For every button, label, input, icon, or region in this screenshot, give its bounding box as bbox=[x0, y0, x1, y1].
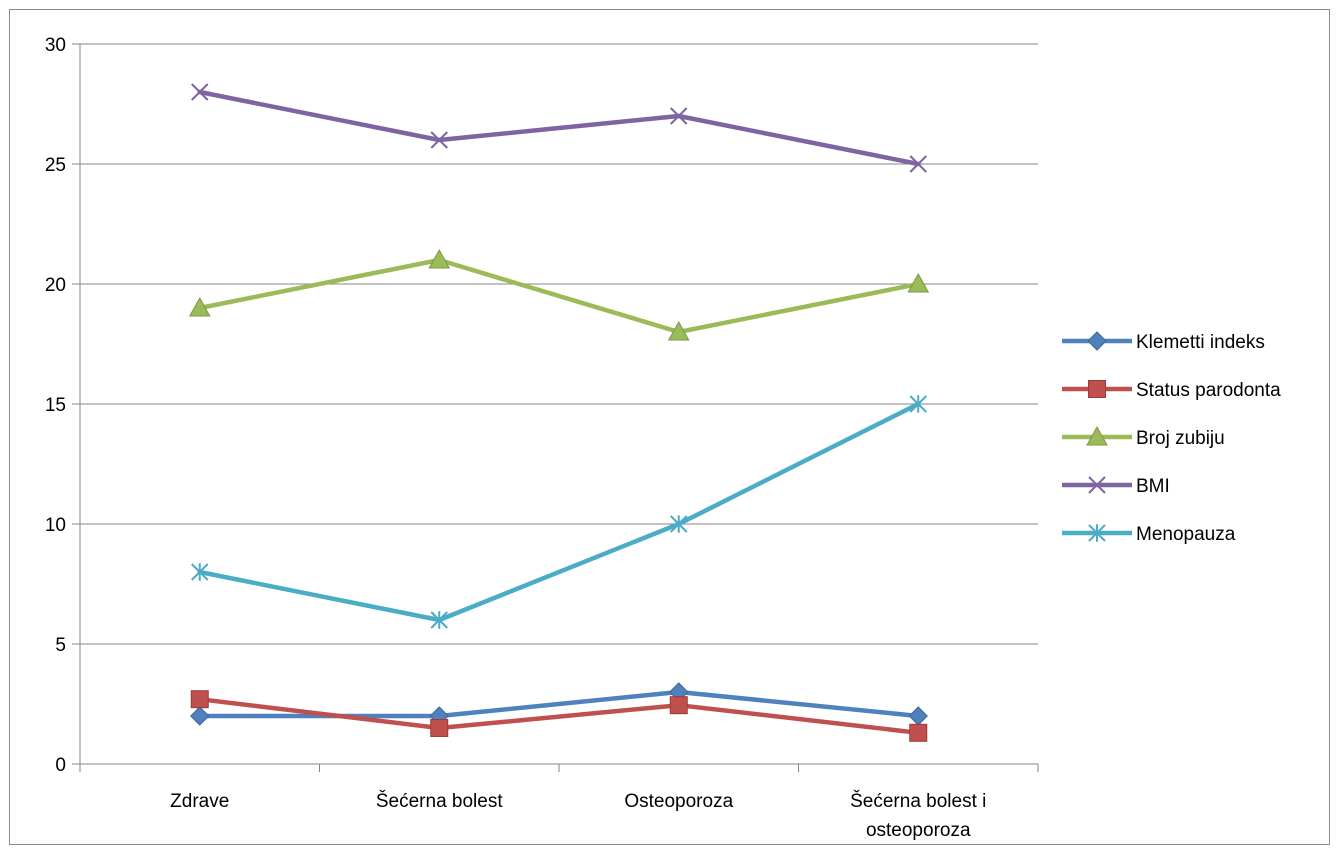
legend-item: BMI bbox=[1062, 476, 1170, 497]
axes: 0 5 10 15 20 25 30 Zdrave Šećerna bolest Osteopor… bbox=[45, 35, 1039, 841]
data-point bbox=[191, 83, 209, 101]
legend-marker bbox=[1088, 476, 1106, 494]
data-point bbox=[909, 155, 927, 173]
y-tick-label: 0 bbox=[55, 755, 66, 776]
data-point bbox=[908, 706, 928, 726]
series-line bbox=[197, 89, 921, 167]
legend-item: Broj zubiju bbox=[1062, 425, 1225, 449]
data-point bbox=[667, 320, 690, 341]
y-tick-label: 15 bbox=[45, 395, 66, 416]
series-menopauza bbox=[191, 395, 927, 629]
series-line bbox=[197, 401, 921, 623]
series-bmi bbox=[191, 83, 927, 173]
data-point bbox=[909, 723, 928, 742]
gridlines bbox=[80, 43, 1038, 645]
y-tick-label: 5 bbox=[55, 635, 66, 656]
y-tick-label: 25 bbox=[45, 155, 66, 176]
series-line bbox=[197, 696, 921, 736]
legend-label: Klemetti indeks bbox=[1136, 332, 1265, 353]
data-point bbox=[670, 515, 688, 533]
x-tick-label: Šećerna bolest bbox=[376, 790, 503, 812]
y-tick-label: 20 bbox=[45, 275, 66, 296]
data-point bbox=[430, 719, 449, 737]
series-line bbox=[197, 257, 921, 335]
series-line bbox=[197, 689, 921, 719]
legend-marker bbox=[1088, 380, 1106, 398]
legend-marker bbox=[1086, 425, 1108, 446]
legend-item: Status parodonta bbox=[1062, 380, 1281, 401]
data-point bbox=[428, 248, 451, 269]
legend-item: Menopauza bbox=[1062, 524, 1236, 545]
legend-label: Status parodonta bbox=[1136, 380, 1281, 401]
y-tick-label: 30 bbox=[45, 35, 66, 56]
series-broj-zubiju bbox=[188, 248, 930, 341]
x-tick-label: Zdrave bbox=[170, 791, 229, 812]
data-point bbox=[670, 107, 688, 125]
line-chart: 0 5 10 15 20 25 30 Zdrave Šećerna bolest Osteopor… bbox=[45, 35, 1281, 841]
legend: Klemetti indeks Status parodonta Broj zubi… bbox=[1062, 331, 1281, 545]
data-point bbox=[669, 696, 688, 715]
chart-frame: 0 5 10 15 20 25 30 Zdrave Šećerna bolest Osteopor… bbox=[9, 9, 1330, 845]
x-tick-label: Šećerna bolest i osteoporoza bbox=[850, 790, 986, 841]
series-status-parodonta bbox=[190, 690, 928, 742]
legend-item: Klemetti indeks bbox=[1062, 331, 1265, 353]
data-point bbox=[430, 131, 448, 149]
x-tick-label: Osteoporoza bbox=[624, 791, 733, 812]
data-point bbox=[188, 296, 211, 317]
data-point bbox=[909, 395, 927, 413]
legend-label: BMI bbox=[1136, 476, 1170, 497]
legend-label: Broj zubiju bbox=[1136, 428, 1225, 449]
legend-label: Menopauza bbox=[1136, 524, 1236, 545]
series-layer bbox=[188, 83, 930, 742]
y-tick-label: 10 bbox=[45, 515, 66, 536]
data-point bbox=[907, 272, 930, 293]
data-point bbox=[191, 563, 209, 581]
data-point bbox=[430, 611, 448, 629]
data-point bbox=[190, 706, 210, 726]
legend-marker bbox=[1088, 524, 1106, 542]
data-point bbox=[190, 690, 209, 709]
legend-marker bbox=[1087, 331, 1107, 351]
